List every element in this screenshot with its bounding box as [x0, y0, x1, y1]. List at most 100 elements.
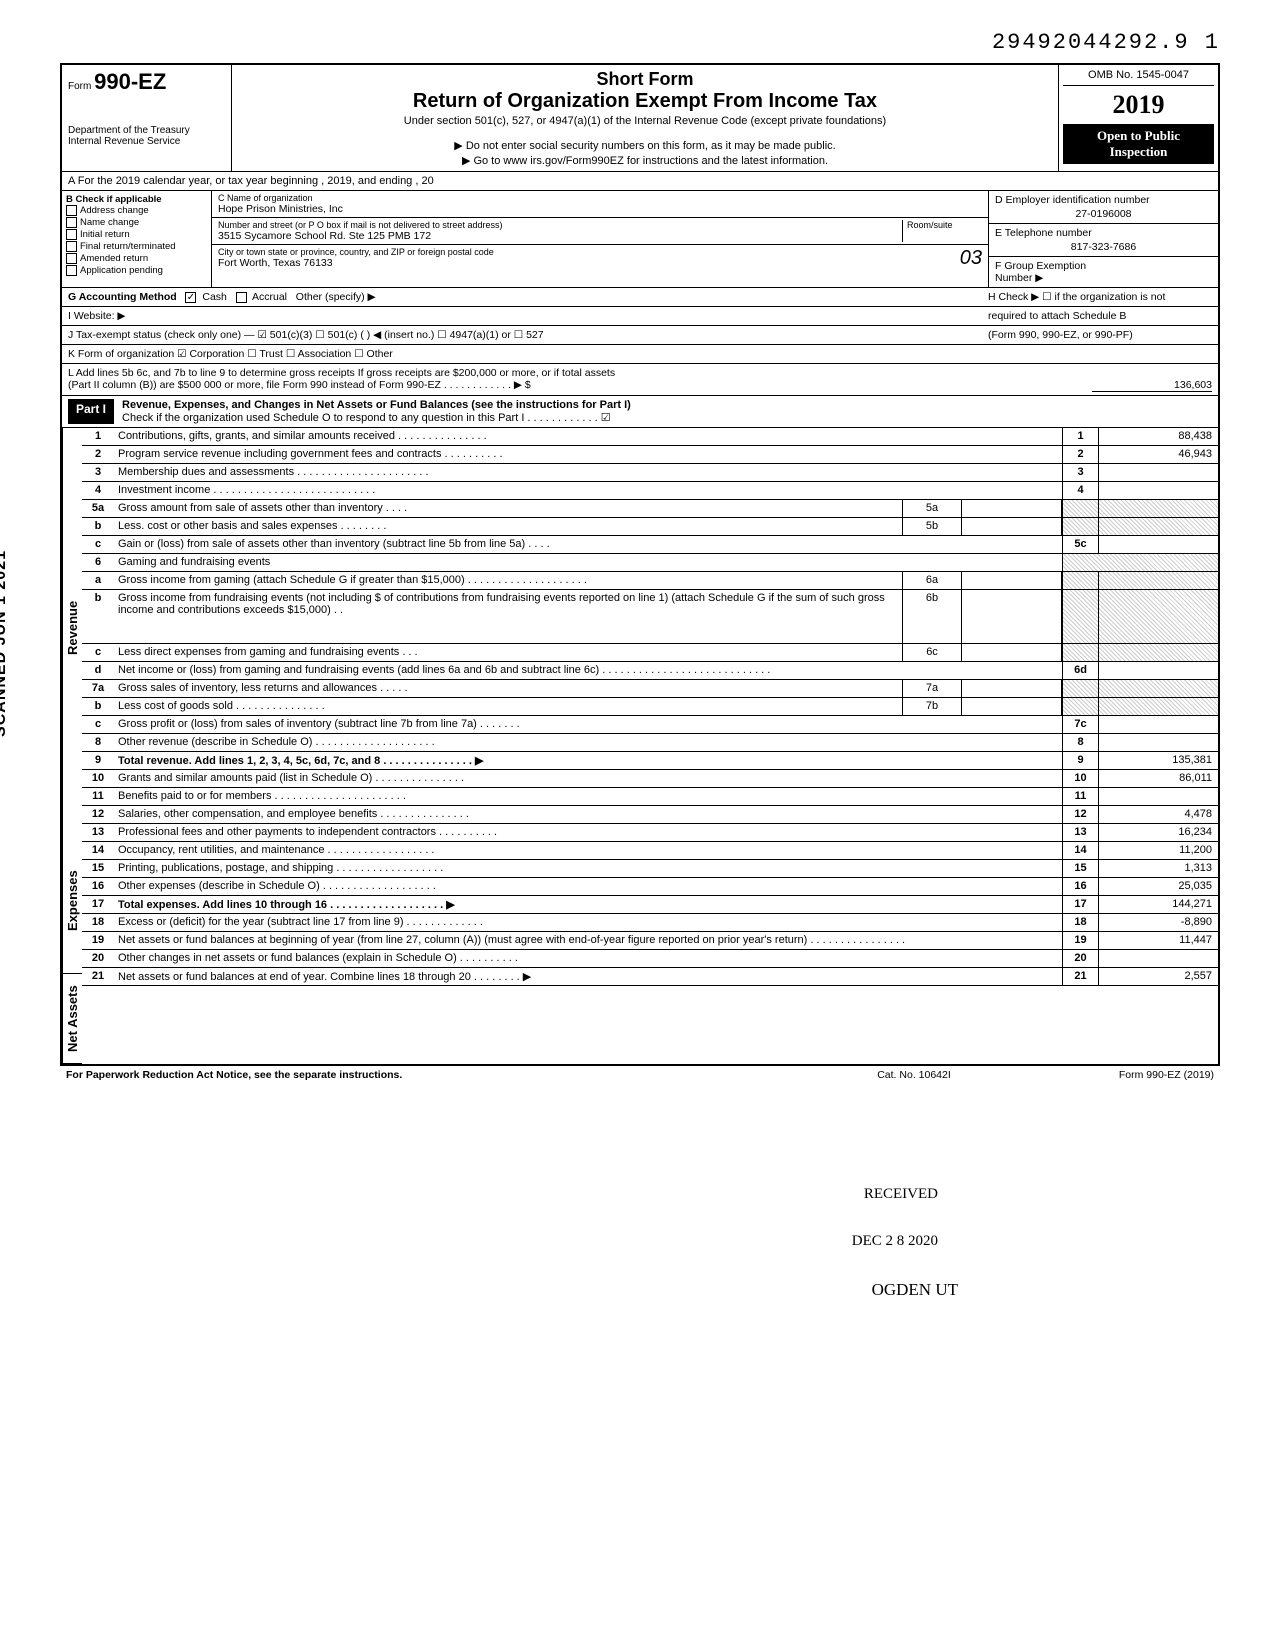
line-value [1098, 950, 1218, 967]
line-box-number: 4 [1062, 482, 1098, 499]
line-number: 18 [82, 914, 114, 931]
return-title: Return of Organization Exempt From Incom… [240, 90, 1050, 113]
line-c: cGross profit or (loss) from sales of in… [82, 716, 1218, 734]
line-5a: 5aGross amount from sale of assets other… [82, 500, 1218, 518]
line-description: Gross income from gaming (attach Schedul… [114, 572, 902, 589]
addr-label: Number and street (or P O box if mail is… [218, 220, 902, 230]
omb-number: OMB No. 1545-0047 [1063, 69, 1214, 86]
cb-address-change[interactable] [66, 205, 77, 216]
line-number: c [82, 716, 114, 733]
line-20: 20Other changes in net assets or fund ba… [82, 950, 1218, 968]
scanned-stamp: SCANNED JUN 1 2021 [0, 550, 10, 737]
line-number: 9 [82, 752, 114, 769]
line-number: 12 [82, 806, 114, 823]
line-value-shaded [1098, 680, 1218, 697]
label-final-return: Final return/terminated [80, 241, 176, 252]
line-value: 144,271 [1098, 896, 1218, 913]
line-number: 10 [82, 770, 114, 787]
cb-final-return[interactable] [66, 241, 77, 252]
received-stamp: RECEIVED [864, 1186, 938, 1203]
line-value: 88,438 [1098, 428, 1218, 445]
cb-name-change[interactable] [66, 217, 77, 228]
line-description: Grants and similar amounts paid (list in… [114, 770, 1062, 787]
label-initial-return: Initial return [80, 229, 130, 240]
line-sub-value [962, 680, 1062, 697]
line-box-shaded [1062, 644, 1098, 661]
line-number: 2 [82, 446, 114, 463]
line-box-number: 9 [1062, 752, 1098, 769]
part-1-check: Check if the organization used Schedule … [122, 411, 1212, 424]
date-stamp: DEC 2 8 2020 [852, 1233, 938, 1250]
line-value: 11,447 [1098, 932, 1218, 949]
label-amended: Amended return [80, 253, 148, 264]
line-number: d [82, 662, 114, 679]
label-address-change: Address change [80, 205, 149, 216]
label-other-method: Other (specify) ▶ [296, 291, 376, 303]
line-description: Gross profit or (loss) from sales of inv… [114, 716, 1062, 733]
line-description: Occupancy, rent utilities, and maintenan… [114, 842, 1062, 859]
line-11: 11Benefits paid to or for members . . . … [82, 788, 1218, 806]
line-box-number: 12 [1062, 806, 1098, 823]
cb-accrual[interactable] [236, 292, 247, 303]
line-8: 8Other revenue (describe in Schedule O) … [82, 734, 1218, 752]
line-number: 3 [82, 464, 114, 481]
form-990ez: Form 990-EZ Department of the Treasury I… [60, 63, 1220, 1066]
line-description: Salaries, other compensation, and employ… [114, 806, 1062, 823]
section-g-label: G Accounting Method [68, 291, 177, 303]
line-17: 17Total expenses. Add lines 10 through 1… [82, 896, 1218, 914]
line-12: 12Salaries, other compensation, and empl… [82, 806, 1218, 824]
section-c-label: C Name of organization [218, 193, 982, 203]
line-description: Excess or (deficit) for the year (subtra… [114, 914, 1062, 931]
line-description: Other changes in net assets or fund bala… [114, 950, 1062, 967]
section-j-tax-exempt: J Tax-exempt status (check only one) — ☑… [68, 329, 982, 341]
cb-initial-return[interactable] [66, 229, 77, 240]
line-19: 19Net assets or fund balances at beginni… [82, 932, 1218, 950]
line-15: 15Printing, publications, postage, and s… [82, 860, 1218, 878]
line-box-number: 7c [1062, 716, 1098, 733]
line-value [1098, 464, 1218, 481]
short-form-title: Short Form [240, 69, 1050, 90]
section-l-text1: L Add lines 5b 6c, and 7b to line 9 to d… [68, 367, 1212, 379]
line-description: Gross sales of inventory, less returns a… [114, 680, 902, 697]
line-value-shaded [1098, 518, 1218, 535]
line-box-number: 1 [1062, 428, 1098, 445]
dept-treasury: Department of the Treasury [68, 125, 225, 136]
line-box-number: 14 [1062, 842, 1098, 859]
expenses-section-label: Expenses [62, 828, 82, 974]
line-9: 9Total revenue. Add lines 1, 2, 3, 4, 5c… [82, 752, 1218, 770]
line-box-number: 5c [1062, 536, 1098, 553]
line-sub-value [962, 572, 1062, 589]
line-number: c [82, 644, 114, 661]
label-cash: Cash [202, 291, 227, 303]
line-value: 16,234 [1098, 824, 1218, 841]
line-value [1098, 536, 1218, 553]
line-value: 25,035 [1098, 878, 1218, 895]
cb-amended[interactable] [66, 253, 77, 264]
line-6: 6Gaming and fundraising events [82, 554, 1218, 572]
line-box-shaded [1062, 590, 1098, 643]
footer-center: Cat. No. 10642I [814, 1069, 1014, 1081]
line-description: Total revenue. Add lines 1, 2, 3, 4, 5c,… [114, 752, 1062, 769]
line-sub-value [962, 590, 1062, 643]
label-name-change: Name change [80, 217, 139, 228]
footer-right: Form 990-EZ (2019) [1014, 1069, 1214, 1081]
line-sub-box: 6b [902, 590, 962, 643]
org-address: 3515 Sycamore School Rd. Ste 125 PMB 172 [218, 230, 902, 242]
line-number: 7a [82, 680, 114, 697]
line-description: Gross amount from sale of assets other t… [114, 500, 902, 517]
line-number: 14 [82, 842, 114, 859]
line-number: 1 [82, 428, 114, 445]
cb-pending[interactable] [66, 265, 77, 276]
city-label: City or town state or province, country,… [218, 247, 982, 257]
line-d: dNet income or (loss) from gaming and fu… [82, 662, 1218, 680]
line-description: Benefits paid to or for members . . . . … [114, 788, 1062, 805]
line-a: aGross income from gaming (attach Schedu… [82, 572, 1218, 590]
line-value [1098, 662, 1218, 679]
line-number: 6 [82, 554, 114, 571]
line-box-number: 6d [1062, 662, 1098, 679]
cb-cash[interactable]: ✓ [185, 292, 196, 303]
ogden-stamp: OGDEN UT [872, 1280, 958, 1300]
line-box-shaded [1062, 572, 1098, 589]
tax-year: 2019 [1063, 90, 1214, 120]
section-l-value: 136,603 [1092, 379, 1212, 392]
